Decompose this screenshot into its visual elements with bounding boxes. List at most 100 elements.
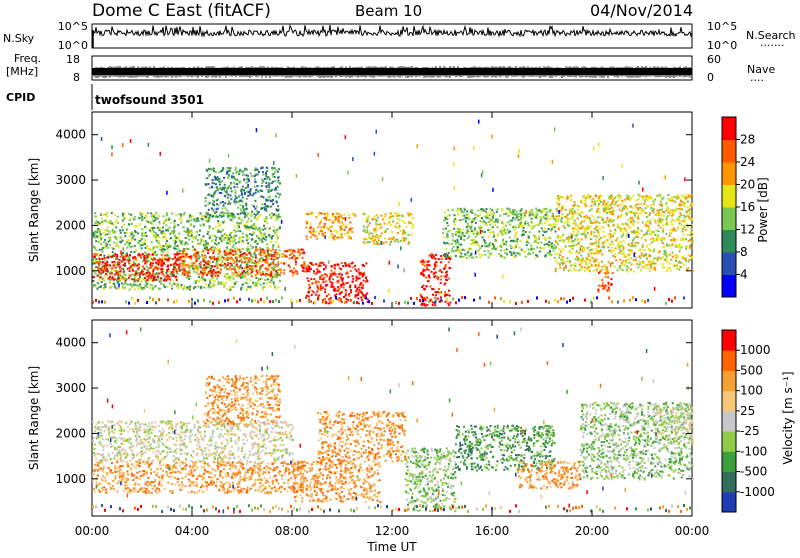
scatter-cell (162, 262, 164, 264)
scatter-cell (366, 227, 368, 229)
scatter-cell (504, 252, 506, 254)
scatter-cell (198, 234, 200, 236)
scatter-cell (129, 259, 131, 261)
scatter-cell (514, 236, 516, 238)
scatter-cell (675, 210, 677, 212)
scatter-cell (262, 286, 264, 288)
scatter-cell (295, 261, 297, 263)
scatter-cell (131, 285, 133, 287)
scatter-cell (305, 297, 307, 299)
scatter-cell (180, 214, 182, 216)
scatter-cell (99, 229, 101, 231)
scatter-cell (525, 256, 527, 258)
scatter-cell (206, 169, 208, 171)
scatter-cell (219, 238, 221, 240)
scatter-cell (160, 283, 162, 285)
scatter-cell (229, 203, 231, 205)
scatter-cell (477, 232, 479, 234)
scatter-cell (217, 208, 219, 210)
scatter-cell (236, 275, 238, 277)
scatter-cell (179, 250, 181, 252)
scatter-cell (163, 215, 165, 217)
scatter-cell (265, 199, 267, 201)
scatter-cell (597, 205, 599, 207)
scatter-cell (361, 299, 363, 301)
scatter-cell (136, 225, 138, 227)
scatter-cell (345, 263, 347, 265)
scatter-cell (229, 258, 231, 260)
scatter-cell (398, 227, 400, 229)
scatter-cell (128, 239, 130, 241)
scatter-cell (129, 242, 131, 244)
scatter-cell (310, 301, 312, 303)
scatter-cell (335, 264, 337, 266)
scatter-cell (275, 187, 277, 189)
scatter-cell (236, 264, 238, 266)
scatter-cell (681, 224, 683, 226)
scatter-cell (635, 242, 637, 244)
scatter-cell (227, 197, 229, 199)
scatter-cell (461, 211, 463, 213)
scatter-cell (216, 199, 218, 201)
scatter-cell (377, 243, 379, 245)
scatter-cell (209, 235, 211, 237)
scatter-cell (573, 245, 575, 247)
scatter-cell (213, 182, 215, 184)
scatter-cell (479, 254, 481, 256)
scatter-cell (204, 272, 206, 274)
scatter-cell (264, 203, 266, 205)
scatter-cell (449, 267, 451, 269)
scatter-cell (498, 253, 500, 255)
scatter-cell (273, 269, 275, 271)
scatter-cell (212, 210, 214, 212)
scatter-cell (465, 221, 467, 223)
scatter-cell (617, 269, 619, 271)
scatter-cell (188, 239, 190, 241)
scatter-cell (352, 275, 354, 277)
scatter-cell (238, 271, 240, 273)
scatter-cell (300, 253, 302, 255)
scatter-cell (365, 263, 367, 265)
scatter-cell (462, 218, 464, 220)
scatter-cell (662, 263, 664, 265)
scatter-cell (124, 232, 126, 234)
scatter-cell (111, 223, 113, 225)
scatter-cell (109, 276, 111, 278)
scatter-cell (203, 224, 205, 226)
scatter-cell (612, 263, 614, 265)
scatter-cell (456, 232, 458, 234)
scatter-cell (330, 230, 332, 232)
scatter-cell (97, 275, 99, 277)
scatter-cell (249, 257, 251, 259)
scatter-cell (146, 235, 148, 237)
scatter-cell (101, 247, 103, 249)
scatter-cell (689, 240, 691, 242)
scatter-cell (160, 277, 162, 279)
scatter-cell (642, 198, 644, 200)
scatter-cell (520, 214, 522, 216)
scatter-cell (514, 252, 516, 254)
scatter-cell (229, 185, 231, 187)
scatter-cell (581, 259, 583, 261)
scatter-cell (163, 236, 165, 238)
scatter-cell (587, 217, 589, 219)
scatter-cell (213, 168, 215, 170)
scatter-cell (342, 217, 344, 219)
scatter-cell (362, 287, 364, 289)
scatter-cell (208, 193, 210, 195)
scatter-cell (260, 232, 262, 234)
scatter-cell (583, 202, 585, 204)
scatter-cell (269, 196, 271, 198)
scatter-cell (360, 297, 362, 299)
scatter-cell (491, 209, 493, 211)
scatter-cell (571, 240, 573, 242)
scatter-cell (600, 216, 602, 218)
scatter-cell (622, 251, 624, 253)
scatter-cell (577, 218, 579, 220)
scatter-cell (181, 243, 183, 245)
scatter-cell (254, 200, 256, 202)
scatter-cell (435, 254, 437, 256)
scatter-cell (175, 276, 177, 278)
scatter-cell (486, 208, 488, 210)
scatter-cell (259, 258, 261, 260)
